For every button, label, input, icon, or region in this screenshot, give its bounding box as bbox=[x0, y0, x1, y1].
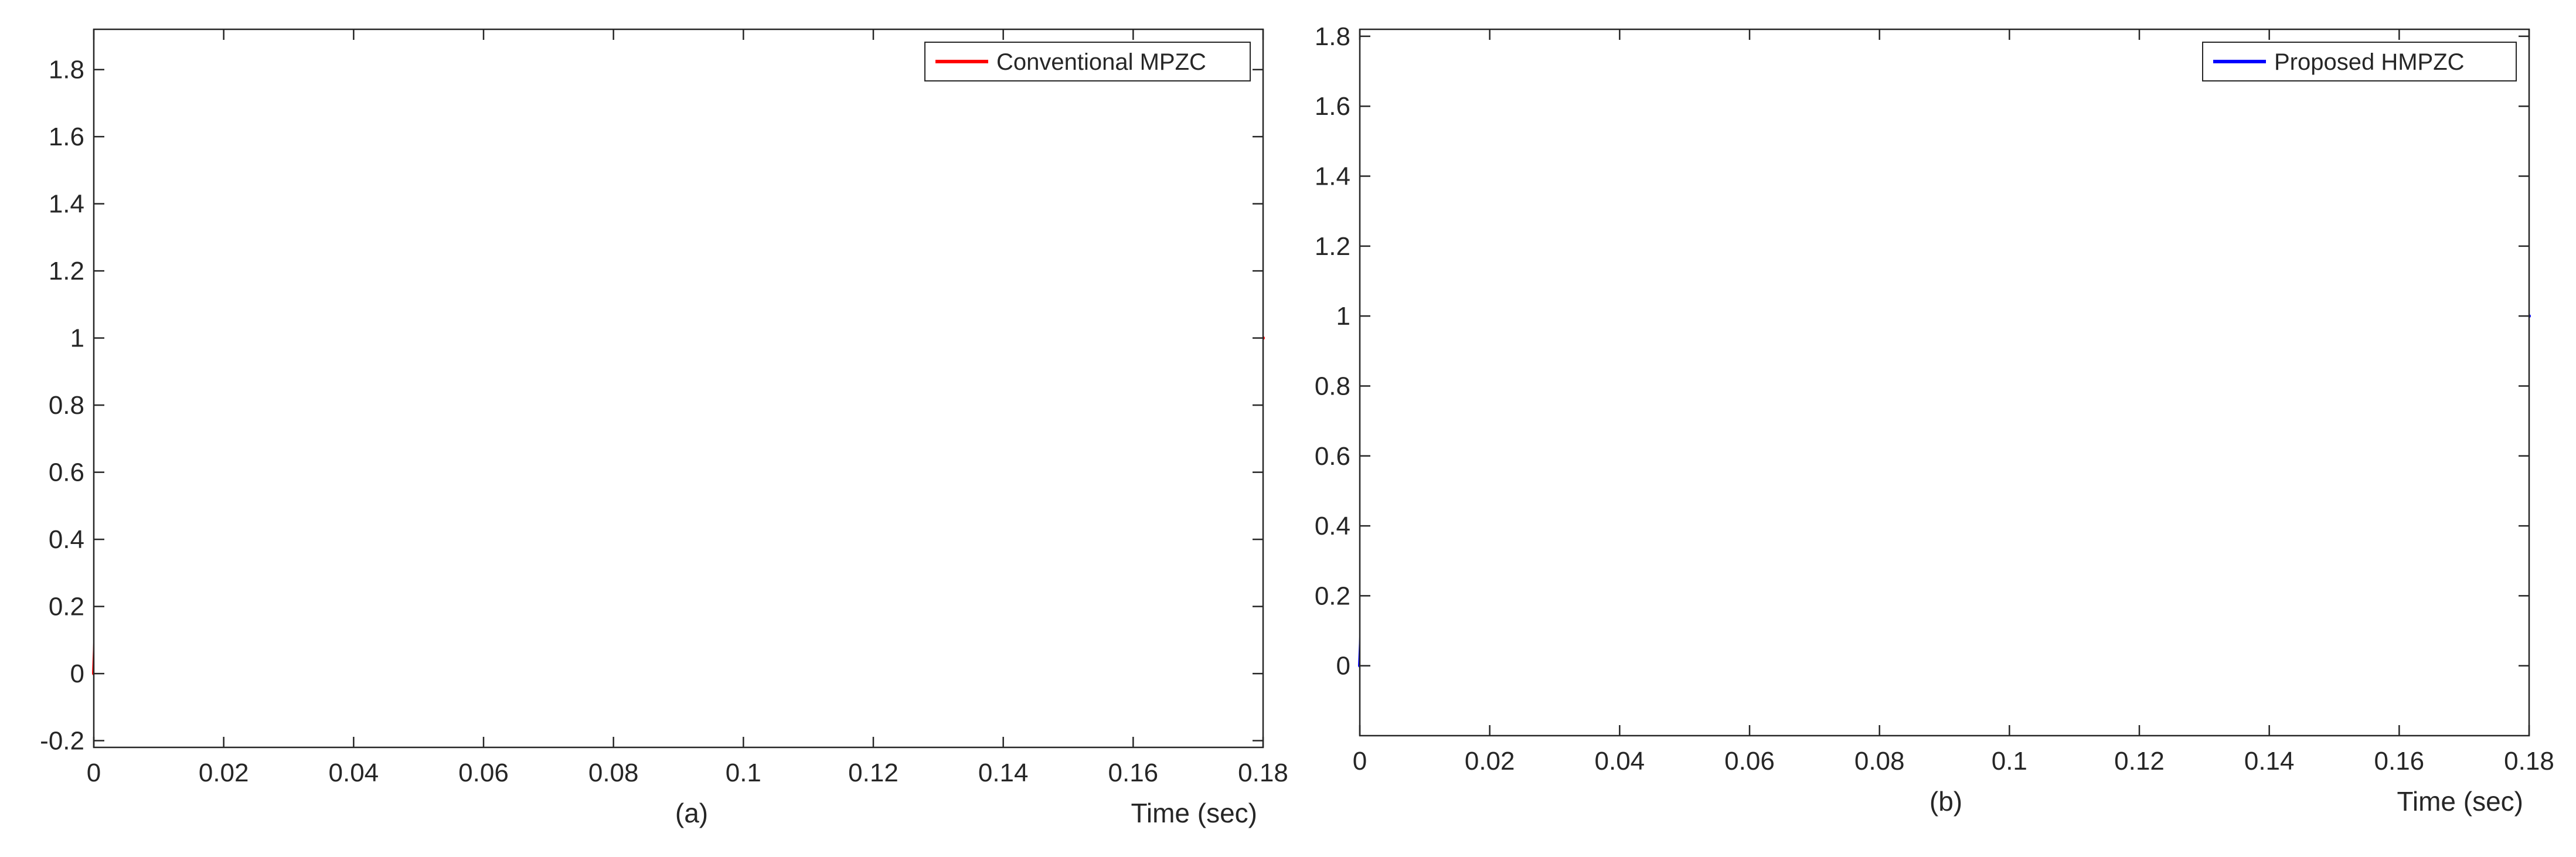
x-tick-label: 0.16 bbox=[1108, 759, 1159, 787]
x-tick-label: 0.18 bbox=[2504, 747, 2554, 776]
y-tick-label: 1.4 bbox=[49, 190, 84, 219]
x-tick-label: 0.16 bbox=[2374, 747, 2425, 776]
x-tick-label: 0.06 bbox=[1724, 747, 1775, 776]
x-tick-label: 0.06 bbox=[458, 759, 509, 787]
y-tick-label: 0.6 bbox=[1315, 442, 1350, 471]
y-tick-label: -0.2 bbox=[40, 727, 84, 756]
panel-caption: (a) bbox=[675, 798, 708, 828]
y-tick-label: 0 bbox=[70, 659, 84, 688]
y-tick-label: 1 bbox=[70, 324, 84, 353]
y-tick-label: 1.2 bbox=[49, 257, 84, 285]
y-tick-label: 1.6 bbox=[1315, 92, 1350, 121]
x-tick-label: 0.02 bbox=[199, 759, 249, 787]
x-tick-label: 0.1 bbox=[1992, 747, 2027, 776]
x-tick-label: 0.18 bbox=[1238, 759, 1288, 787]
axes-frame bbox=[1359, 28, 2530, 737]
x-tick-label: 0.14 bbox=[2244, 747, 2295, 776]
y-tick-label: 0.2 bbox=[49, 593, 84, 621]
y-tick-label: 1.8 bbox=[1315, 22, 1350, 51]
x-tick-label: 0 bbox=[1353, 747, 1367, 776]
y-tick-label: 1 bbox=[1336, 302, 1350, 331]
y-tick-label: 0.8 bbox=[49, 391, 84, 420]
x-tick-label: 0.04 bbox=[329, 759, 379, 787]
chart-a: 0 0.02 0.04 0.06 0.08 0.1 0.12 0.14 0.16 0.18 -0.2… bbox=[40, 28, 1288, 828]
x-tick-label: 0.14 bbox=[978, 759, 1029, 787]
legend: Proposed HMPZC bbox=[2202, 42, 2517, 81]
y-tick-label: 0.6 bbox=[49, 458, 84, 487]
legend-label: Conventional MPZC bbox=[996, 49, 1206, 75]
legend-box bbox=[924, 42, 1251, 81]
x-tick-label: 0.1 bbox=[726, 759, 761, 787]
y-tick-label: 0.2 bbox=[1315, 581, 1350, 610]
x-tick-label: 0.02 bbox=[1465, 747, 1515, 776]
panel-caption: (b) bbox=[1930, 786, 1962, 817]
chart-b: 0 0.02 0.04 0.06 0.08 0.1 0.12 0.14 0.16 0.18 0 0.2… bbox=[1315, 22, 2554, 817]
legend-label: Proposed HMPZC bbox=[2274, 49, 2465, 75]
y-tick-label: 1.8 bbox=[49, 56, 84, 84]
x-axis-label: Time (sec) bbox=[2397, 786, 2523, 817]
legend: Conventional MPZC bbox=[924, 42, 1251, 81]
axes-frame bbox=[93, 28, 1264, 749]
x-tick-label: 0.04 bbox=[1595, 747, 1645, 776]
y-tick-label: 0 bbox=[1336, 652, 1350, 681]
y-tick-label: 0.4 bbox=[49, 525, 84, 554]
x-tick-label: 0.12 bbox=[848, 759, 899, 787]
y-tick-label: 1.4 bbox=[1315, 162, 1350, 191]
x-axis-label: Time (sec) bbox=[1131, 798, 1257, 828]
y-tick-label: 0.8 bbox=[1315, 372, 1350, 400]
x-tick-label: 0.12 bbox=[2114, 747, 2165, 776]
y-tick-label: 1.2 bbox=[1315, 232, 1350, 261]
y-tick-label: 1.6 bbox=[49, 123, 84, 151]
x-tick-label: 0.08 bbox=[588, 759, 639, 787]
x-tick-label: 0 bbox=[87, 759, 101, 787]
x-tick-label: 0.08 bbox=[1854, 747, 1905, 776]
y-tick-label: 0.4 bbox=[1315, 512, 1350, 540]
